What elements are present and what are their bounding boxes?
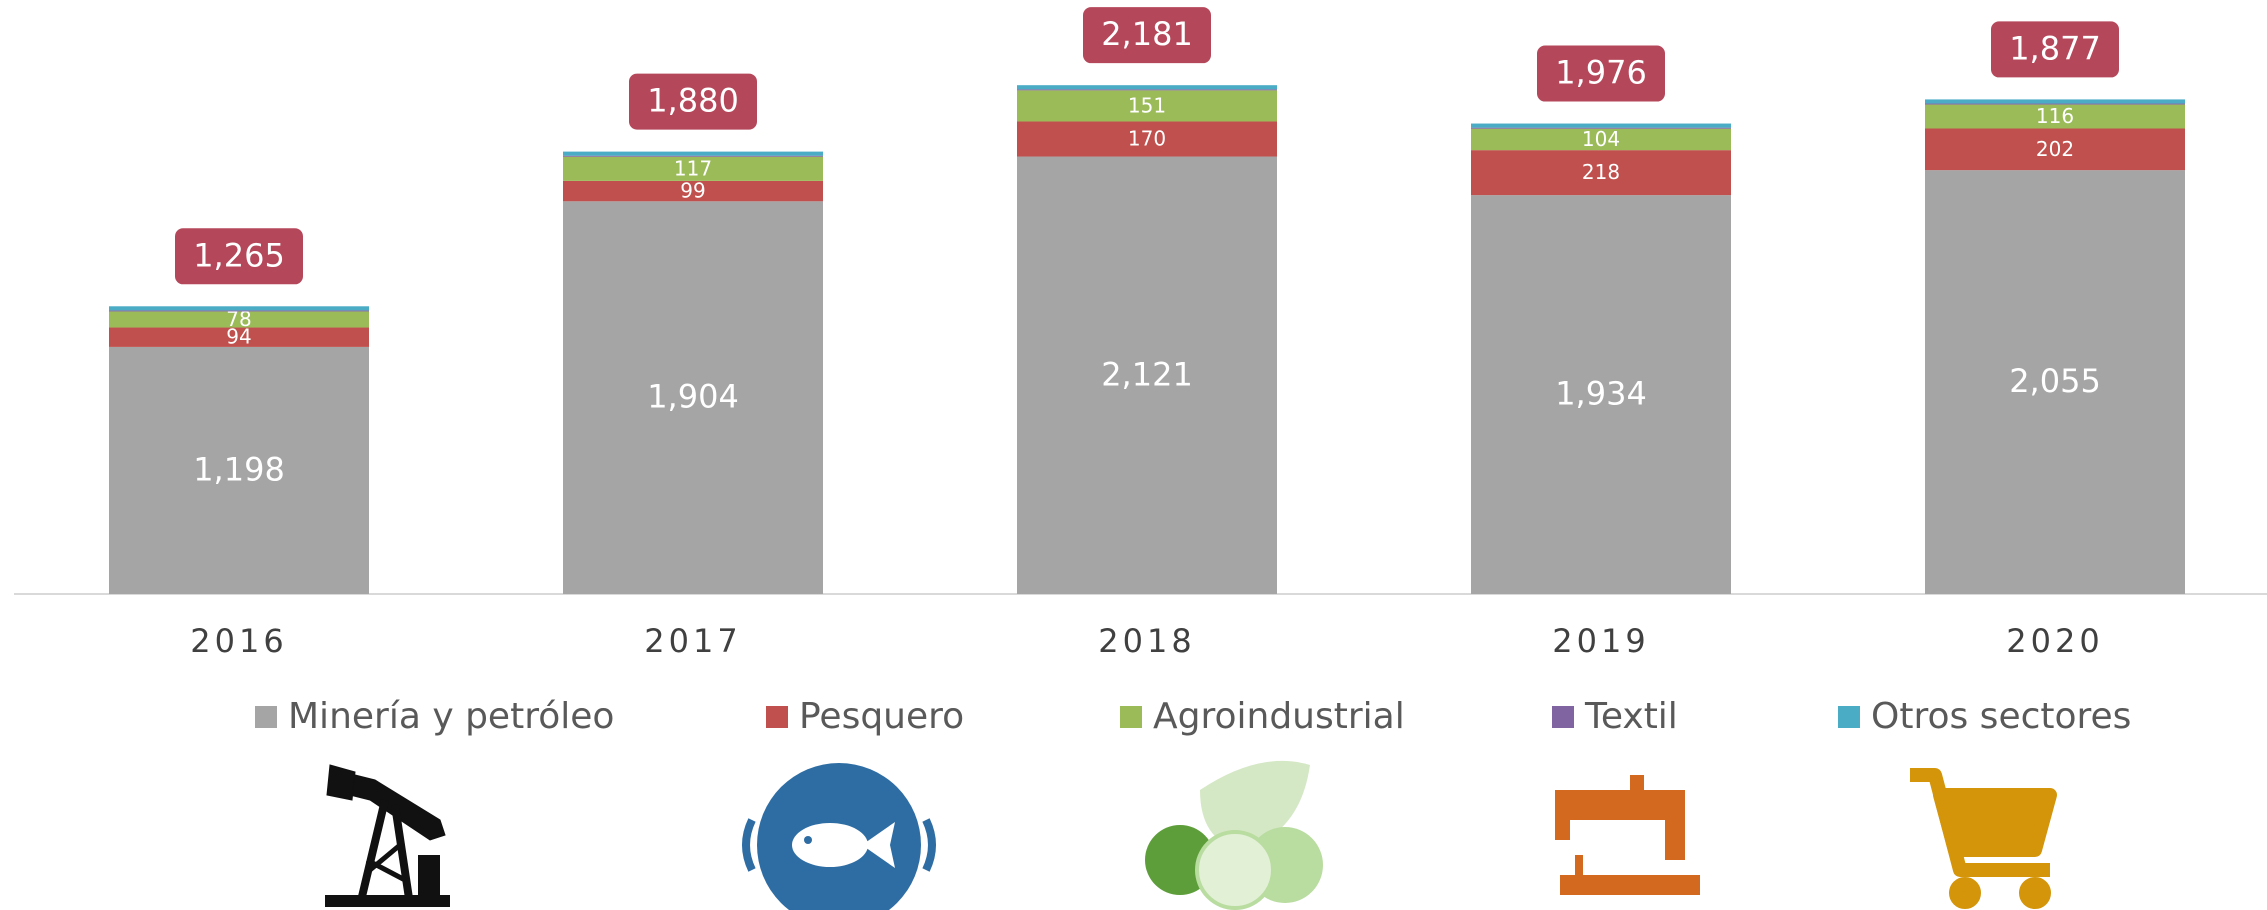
- bar-segment: [109, 306, 369, 311]
- total-box: [1991, 21, 2119, 78]
- legend-marker: [1838, 706, 1860, 728]
- bar-segment: [109, 311, 369, 328]
- total-label: 1,877: [2009, 29, 2101, 67]
- bar-segment: [109, 327, 369, 347]
- icons: [325, 760, 2057, 910]
- bar-segment: [1017, 90, 1277, 122]
- total-label: 1,880: [647, 82, 739, 120]
- legend-label: Minería y petróleo: [288, 696, 614, 737]
- bar-segment: [1925, 170, 2185, 594]
- total-box: [175, 228, 303, 285]
- x-tick-label: 2020: [2006, 622, 2103, 660]
- bar-segment: [1017, 121, 1277, 157]
- x-tick-label: 2018: [1098, 622, 1195, 660]
- x-tick-label: 2019: [1552, 622, 1649, 660]
- x-tick-label: 2017: [644, 622, 741, 660]
- bar-segment: [563, 156, 823, 181]
- value-label: 2,121: [1101, 355, 1193, 393]
- bar-segment: [1925, 103, 2185, 105]
- bar-segment: [109, 346, 369, 594]
- bar-segment: [1471, 123, 1731, 128]
- legend-marker: [1120, 706, 1142, 728]
- total-label: 2,181: [1101, 15, 1193, 53]
- value-label: 218: [1582, 160, 1620, 184]
- oil-pump-icon: [325, 764, 450, 907]
- legend-marker: [255, 706, 277, 728]
- bar-segment: [1471, 127, 1731, 129]
- total-label: 1,265: [193, 236, 285, 274]
- bar-segment: [563, 180, 823, 202]
- bar-segment: [109, 310, 369, 312]
- value-label: 1,904: [647, 378, 739, 416]
- bar-segment: [1925, 99, 2185, 104]
- bar-segment: [563, 151, 823, 156]
- legend-marker: [766, 706, 788, 728]
- cart-icon: [1910, 768, 2057, 909]
- bar-segment: [1925, 128, 2185, 171]
- value-label: 117: [674, 156, 712, 180]
- value-label: 170: [1128, 127, 1166, 151]
- legend-label: Pesquero: [799, 696, 964, 737]
- value-label: 1,934: [1555, 375, 1647, 413]
- value-label: 1,198: [193, 450, 285, 488]
- bar-segment: [1925, 104, 2185, 129]
- value-label: 104: [1582, 127, 1620, 151]
- total-box: [1537, 45, 1665, 102]
- value-label: 116: [2036, 104, 2074, 128]
- bar-segment: [1471, 128, 1731, 151]
- value-label: 94: [226, 325, 251, 349]
- fish-icon: [742, 763, 936, 910]
- bar-segment: [563, 155, 823, 157]
- total-box: [1083, 7, 1211, 64]
- legend-marker: [1552, 706, 1574, 728]
- bar-segment: [1017, 85, 1277, 90]
- bar-segment: [1017, 89, 1277, 91]
- value-label: 202: [2036, 137, 2074, 161]
- total-box: [629, 73, 757, 130]
- legend-label: Agroindustrial: [1153, 696, 1405, 737]
- value-label: 151: [1128, 93, 1166, 117]
- sewing-machine-icon: [1555, 775, 1700, 895]
- total-label: 1,976: [1555, 54, 1647, 92]
- bar-segment: [1017, 156, 1277, 594]
- legend-label: Otros sectores: [1871, 696, 2131, 737]
- fruit-icon: [1145, 760, 1323, 910]
- x-tick-label: 2016: [190, 622, 287, 660]
- value-label: 2,055: [2009, 362, 2101, 400]
- bar-segment: [563, 201, 823, 595]
- value-label: 99: [680, 179, 705, 203]
- bar-segment: [1471, 150, 1731, 196]
- legend-label: Textil: [1584, 696, 1678, 737]
- bar-segment: [1471, 195, 1731, 595]
